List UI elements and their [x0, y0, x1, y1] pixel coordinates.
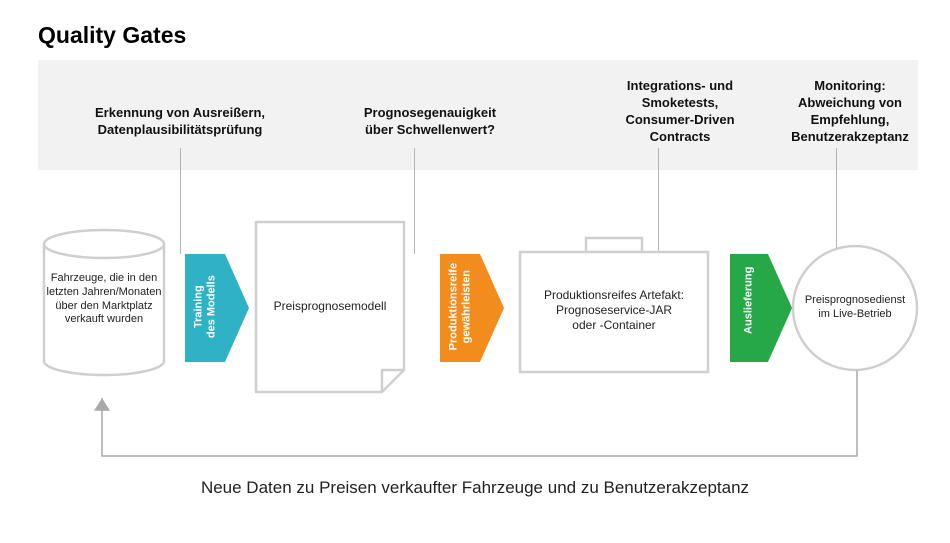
feedback-caption: Neue Daten zu Preisen verkaufter Fahrzeu…	[0, 478, 950, 498]
feedback-arrow	[0, 0, 950, 543]
